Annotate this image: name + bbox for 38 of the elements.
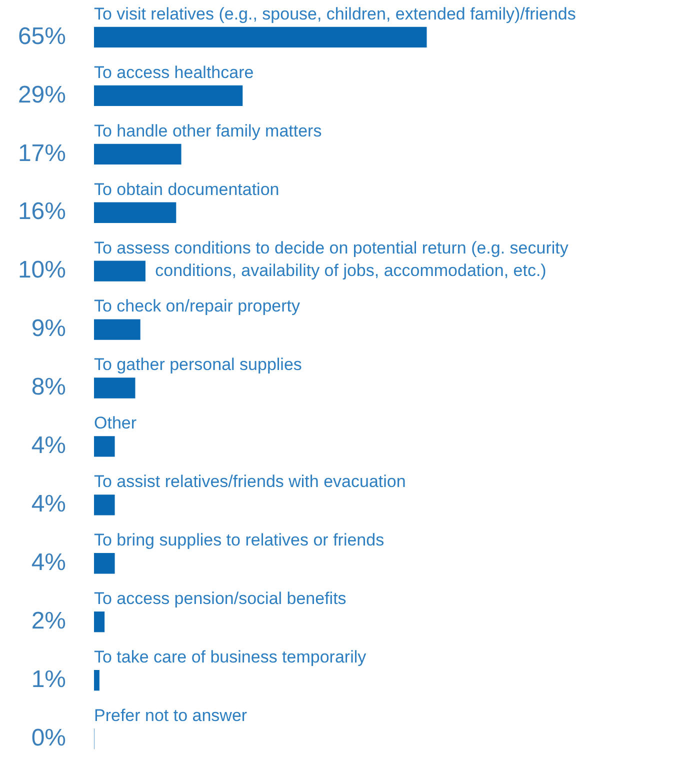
y-tick-label: To take care of business temporarily [94, 647, 367, 666]
y-tick-label: To visit relatives (e.g., spouse, children, extended family)/friends [94, 4, 576, 24]
bar [94, 319, 140, 340]
data-label: 4% [31, 490, 66, 518]
data-label: 1% [31, 666, 66, 693]
bar [94, 436, 115, 457]
bar [94, 612, 105, 632]
bar [94, 378, 136, 398]
y-tick-label: To gather personal supplies [94, 355, 302, 374]
data-label: 4% [31, 432, 66, 460]
data-label: 10% [18, 256, 66, 284]
data-label: 8% [31, 374, 66, 401]
data-label: 2% [31, 607, 66, 634]
bar [94, 144, 182, 164]
data-label: 29% [18, 81, 66, 108]
bar [94, 202, 176, 223]
data-label: 17% [18, 140, 66, 167]
y-tick-label: To check on/repair property [94, 296, 300, 316]
data-label: 16% [18, 198, 66, 226]
bar [94, 494, 115, 516]
y-tick-label: To access healthcare [94, 62, 254, 82]
data-label: 0% [31, 724, 66, 752]
y-tick-label: Other [94, 414, 137, 433]
y-tick-label: To bring supplies to relatives or friends [94, 530, 384, 550]
y-tick-label: Prefer not to answer [94, 706, 248, 725]
bar [94, 553, 115, 574]
y-tick-label: To handle other family matters [94, 121, 322, 140]
bar [94, 26, 427, 48]
y-tick-label: To assess conditions to decide on potential return (e.g. security conditions, availability of jobs, accommodation, etc.) [94, 238, 569, 280]
data-label: 65% [18, 22, 66, 50]
y-tick-label: To access pension/social benefits [94, 589, 346, 608]
y-tick-label: To assist relatives/friends with evacuation [94, 472, 406, 492]
y-tick-label: To obtain documentation [94, 180, 280, 199]
bar [94, 85, 243, 106]
data-label: 9% [31, 315, 66, 342]
bar [94, 670, 100, 691]
bar [94, 260, 146, 282]
data-label: 4% [31, 549, 66, 576]
